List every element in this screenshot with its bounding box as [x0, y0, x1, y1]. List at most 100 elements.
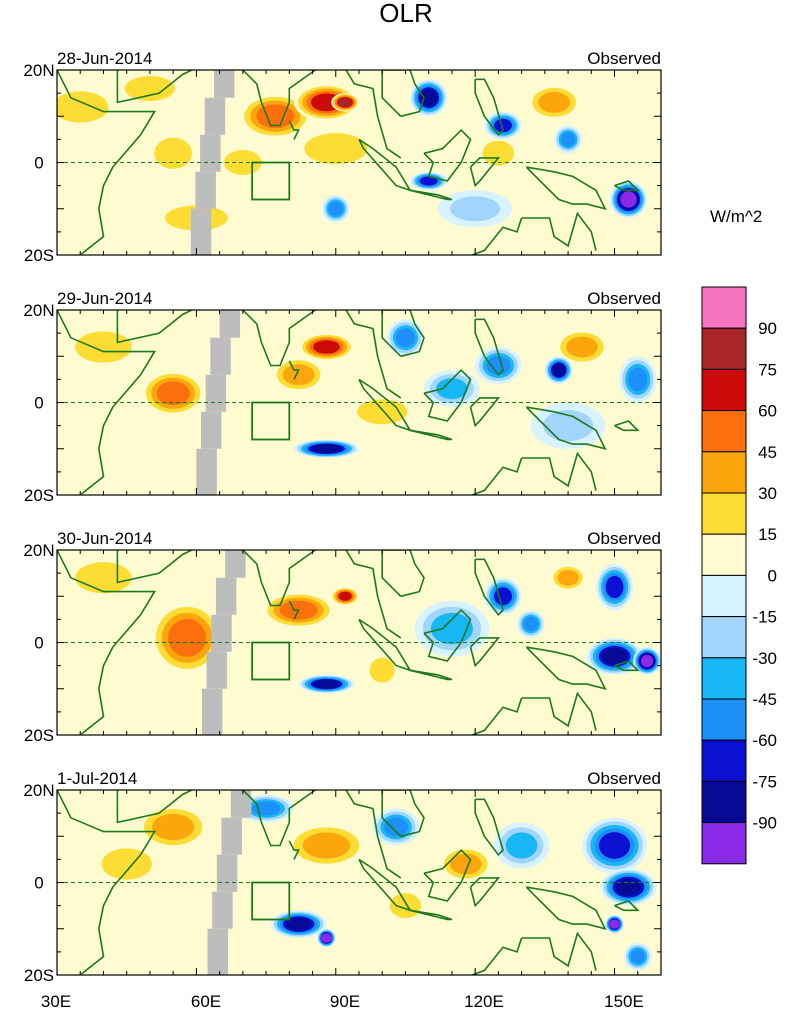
- coastline: [469, 157, 501, 188]
- ticks: [56, 789, 662, 976]
- missing-data-cell: [196, 448, 217, 495]
- coastline: [525, 886, 607, 931]
- colorbar-swatch: [701, 533, 747, 576]
- colorbar-label: -60: [752, 731, 777, 750]
- coastline: [116, 790, 193, 824]
- coastlines: [57, 70, 640, 255]
- lat-label: 20N: [23, 541, 54, 560]
- anomaly-blob: [586, 637, 643, 675]
- panel-date: 29-Jun-2014: [57, 289, 152, 308]
- coastline: [116, 310, 193, 344]
- coastline: [116, 550, 193, 584]
- contour-level: [311, 444, 342, 454]
- colorbar-swatch: [701, 368, 747, 412]
- coastline: [442, 937, 523, 975]
- colorbar-label: -15: [752, 608, 777, 627]
- coastline: [469, 877, 501, 908]
- contour-level: [557, 569, 579, 586]
- anomaly-blob: [382, 887, 429, 925]
- lat-label: 0: [34, 634, 43, 653]
- missing-data-cell: [216, 854, 238, 892]
- anomaly-blob: [414, 600, 490, 657]
- anomaly-blob: [582, 817, 648, 874]
- colorbar-label: -75: [752, 772, 777, 791]
- coastline: [409, 669, 453, 681]
- contour-level: [304, 133, 368, 165]
- contour-level: [605, 575, 624, 599]
- coastline: [474, 558, 504, 617]
- coastline: [288, 120, 300, 140]
- contour-level: [560, 132, 576, 147]
- contour-level: [395, 328, 415, 348]
- lon-label-150e: 150E: [604, 992, 644, 1011]
- colorbar-label: 45: [758, 443, 777, 462]
- anomaly-blob: [112, 70, 188, 107]
- colorbar-label: 60: [758, 402, 777, 421]
- anomaly-blob: [135, 803, 211, 851]
- lat-label: 0: [34, 874, 43, 893]
- contour-level: [302, 832, 351, 859]
- coastline: [525, 406, 607, 451]
- contour-level: [168, 618, 207, 657]
- colorbar-swatch: [701, 780, 747, 824]
- coastlines: [57, 790, 640, 975]
- contour-level: [482, 140, 515, 166]
- missing-data-cell: [225, 550, 246, 578]
- coastline: [224, 550, 402, 639]
- coastlines: [57, 550, 640, 735]
- coastline: [474, 318, 504, 377]
- coastline: [409, 909, 453, 921]
- figure-title: OLR: [379, 0, 432, 28]
- contour-level: [338, 97, 352, 107]
- anomaly-blob: [623, 942, 652, 971]
- contour-level: [320, 933, 333, 943]
- contour-level: [608, 919, 621, 929]
- anomaly-blob: [605, 914, 624, 934]
- colorbar-label: 30: [758, 484, 777, 503]
- ticks: [56, 549, 662, 736]
- contour-level: [486, 356, 511, 375]
- panel-date: 30-Jun-2014: [57, 529, 152, 548]
- colorbar-swatch: [701, 410, 747, 453]
- lat-label: 20S: [24, 246, 54, 265]
- colorbar-swatch: [701, 286, 747, 329]
- colorbar: 90 75 60 45 30 15 0 -15 -30 -45 -60 -75 -90: [701, 286, 777, 865]
- contour-level: [494, 587, 512, 606]
- map-panel-1: 28-Jun-2014 Observed 20N 0 20S: [23, 49, 662, 265]
- anomaly-blob: [57, 83, 123, 131]
- coastline: [614, 900, 640, 912]
- contour-level: [419, 176, 438, 186]
- contour-level: [598, 832, 631, 859]
- map-panels: 28-Jun-2014 Observed 20N 0 20S 29-Jun-2014 Obs…: [23, 49, 662, 985]
- anomaly-blob: [298, 333, 355, 361]
- coastline: [521, 931, 597, 971]
- coastline: [116, 70, 193, 104]
- coastline: [442, 697, 523, 735]
- anomaly-blob: [145, 130, 202, 177]
- lat-label: 20N: [23, 61, 54, 80]
- coastline: [288, 840, 300, 860]
- coastline: [469, 637, 501, 668]
- contour-level: [389, 893, 422, 919]
- lat-label: 20N: [23, 781, 54, 800]
- contour-level: [436, 378, 468, 400]
- anomaly-blob: [61, 554, 146, 601]
- coastline: [288, 600, 300, 620]
- colorbar-swatch: [701, 492, 747, 535]
- coastline: [525, 646, 607, 691]
- missing-data-cell: [212, 891, 233, 929]
- panel-kind: Observed: [587, 769, 661, 788]
- coastline: [614, 180, 640, 192]
- contour-level: [338, 591, 352, 601]
- contour-level: [615, 878, 642, 896]
- anomaly-blob: [484, 111, 522, 140]
- contour-level: [57, 91, 109, 123]
- contour-level: [450, 853, 482, 875]
- anomaly-blob: [331, 93, 359, 112]
- contour-level: [328, 201, 343, 216]
- units-label: W/m^2: [710, 207, 762, 226]
- contour-level: [75, 331, 132, 363]
- contour-level: [101, 848, 152, 880]
- study-box: [251, 641, 291, 681]
